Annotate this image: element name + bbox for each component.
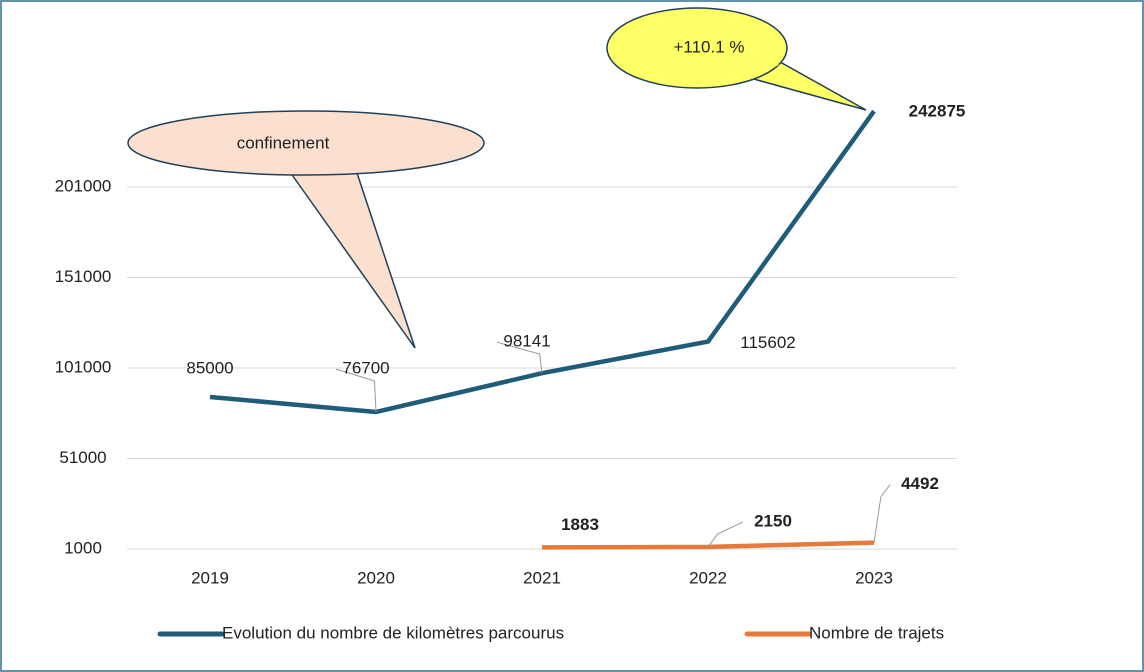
leader-line [496, 341, 543, 374]
data-label: 98141 [503, 332, 550, 351]
y-tick-label: 1000 [64, 538, 102, 557]
callout-joint [751, 61, 779, 77]
data-label: 85000 [186, 358, 233, 377]
callout-bubble [127, 110, 485, 176]
annotation: +110.1 % [673, 37, 744, 56]
x-tick-label: 2023 [855, 568, 893, 587]
x-tick-label: 2022 [689, 568, 727, 587]
data-label: 242875 [909, 102, 966, 121]
callout-bubble [606, 7, 788, 89]
y-tick-label: 101000 [55, 357, 112, 376]
series-line [541, 540, 875, 550]
x-tick-label: 2021 [523, 568, 561, 587]
data-label: 115602 [740, 333, 795, 352]
legend-label: Evolution du nombre de kilomètres parcou… [222, 623, 564, 642]
legend-label: Nombre de trajets [809, 623, 944, 642]
leader-line [707, 521, 744, 548]
data-label: 1883 [561, 515, 599, 534]
leader-line [873, 484, 891, 543]
x-tick-label: 2020 [357, 568, 395, 587]
annotation: confinement [237, 133, 330, 152]
x-tick-label: 2019 [191, 568, 229, 587]
leader-line [335, 368, 377, 413]
y-tick-label: 151000 [55, 267, 112, 286]
y-tick-label: 51000 [59, 448, 106, 467]
data-label: 4492 [901, 474, 939, 493]
data-label: 2150 [754, 511, 792, 530]
series-line [209, 109, 876, 415]
data-label: 76700 [342, 358, 389, 377]
callouts: confinement +110.1 % [127, 7, 867, 349]
y-tick-label: 201000 [55, 176, 112, 195]
